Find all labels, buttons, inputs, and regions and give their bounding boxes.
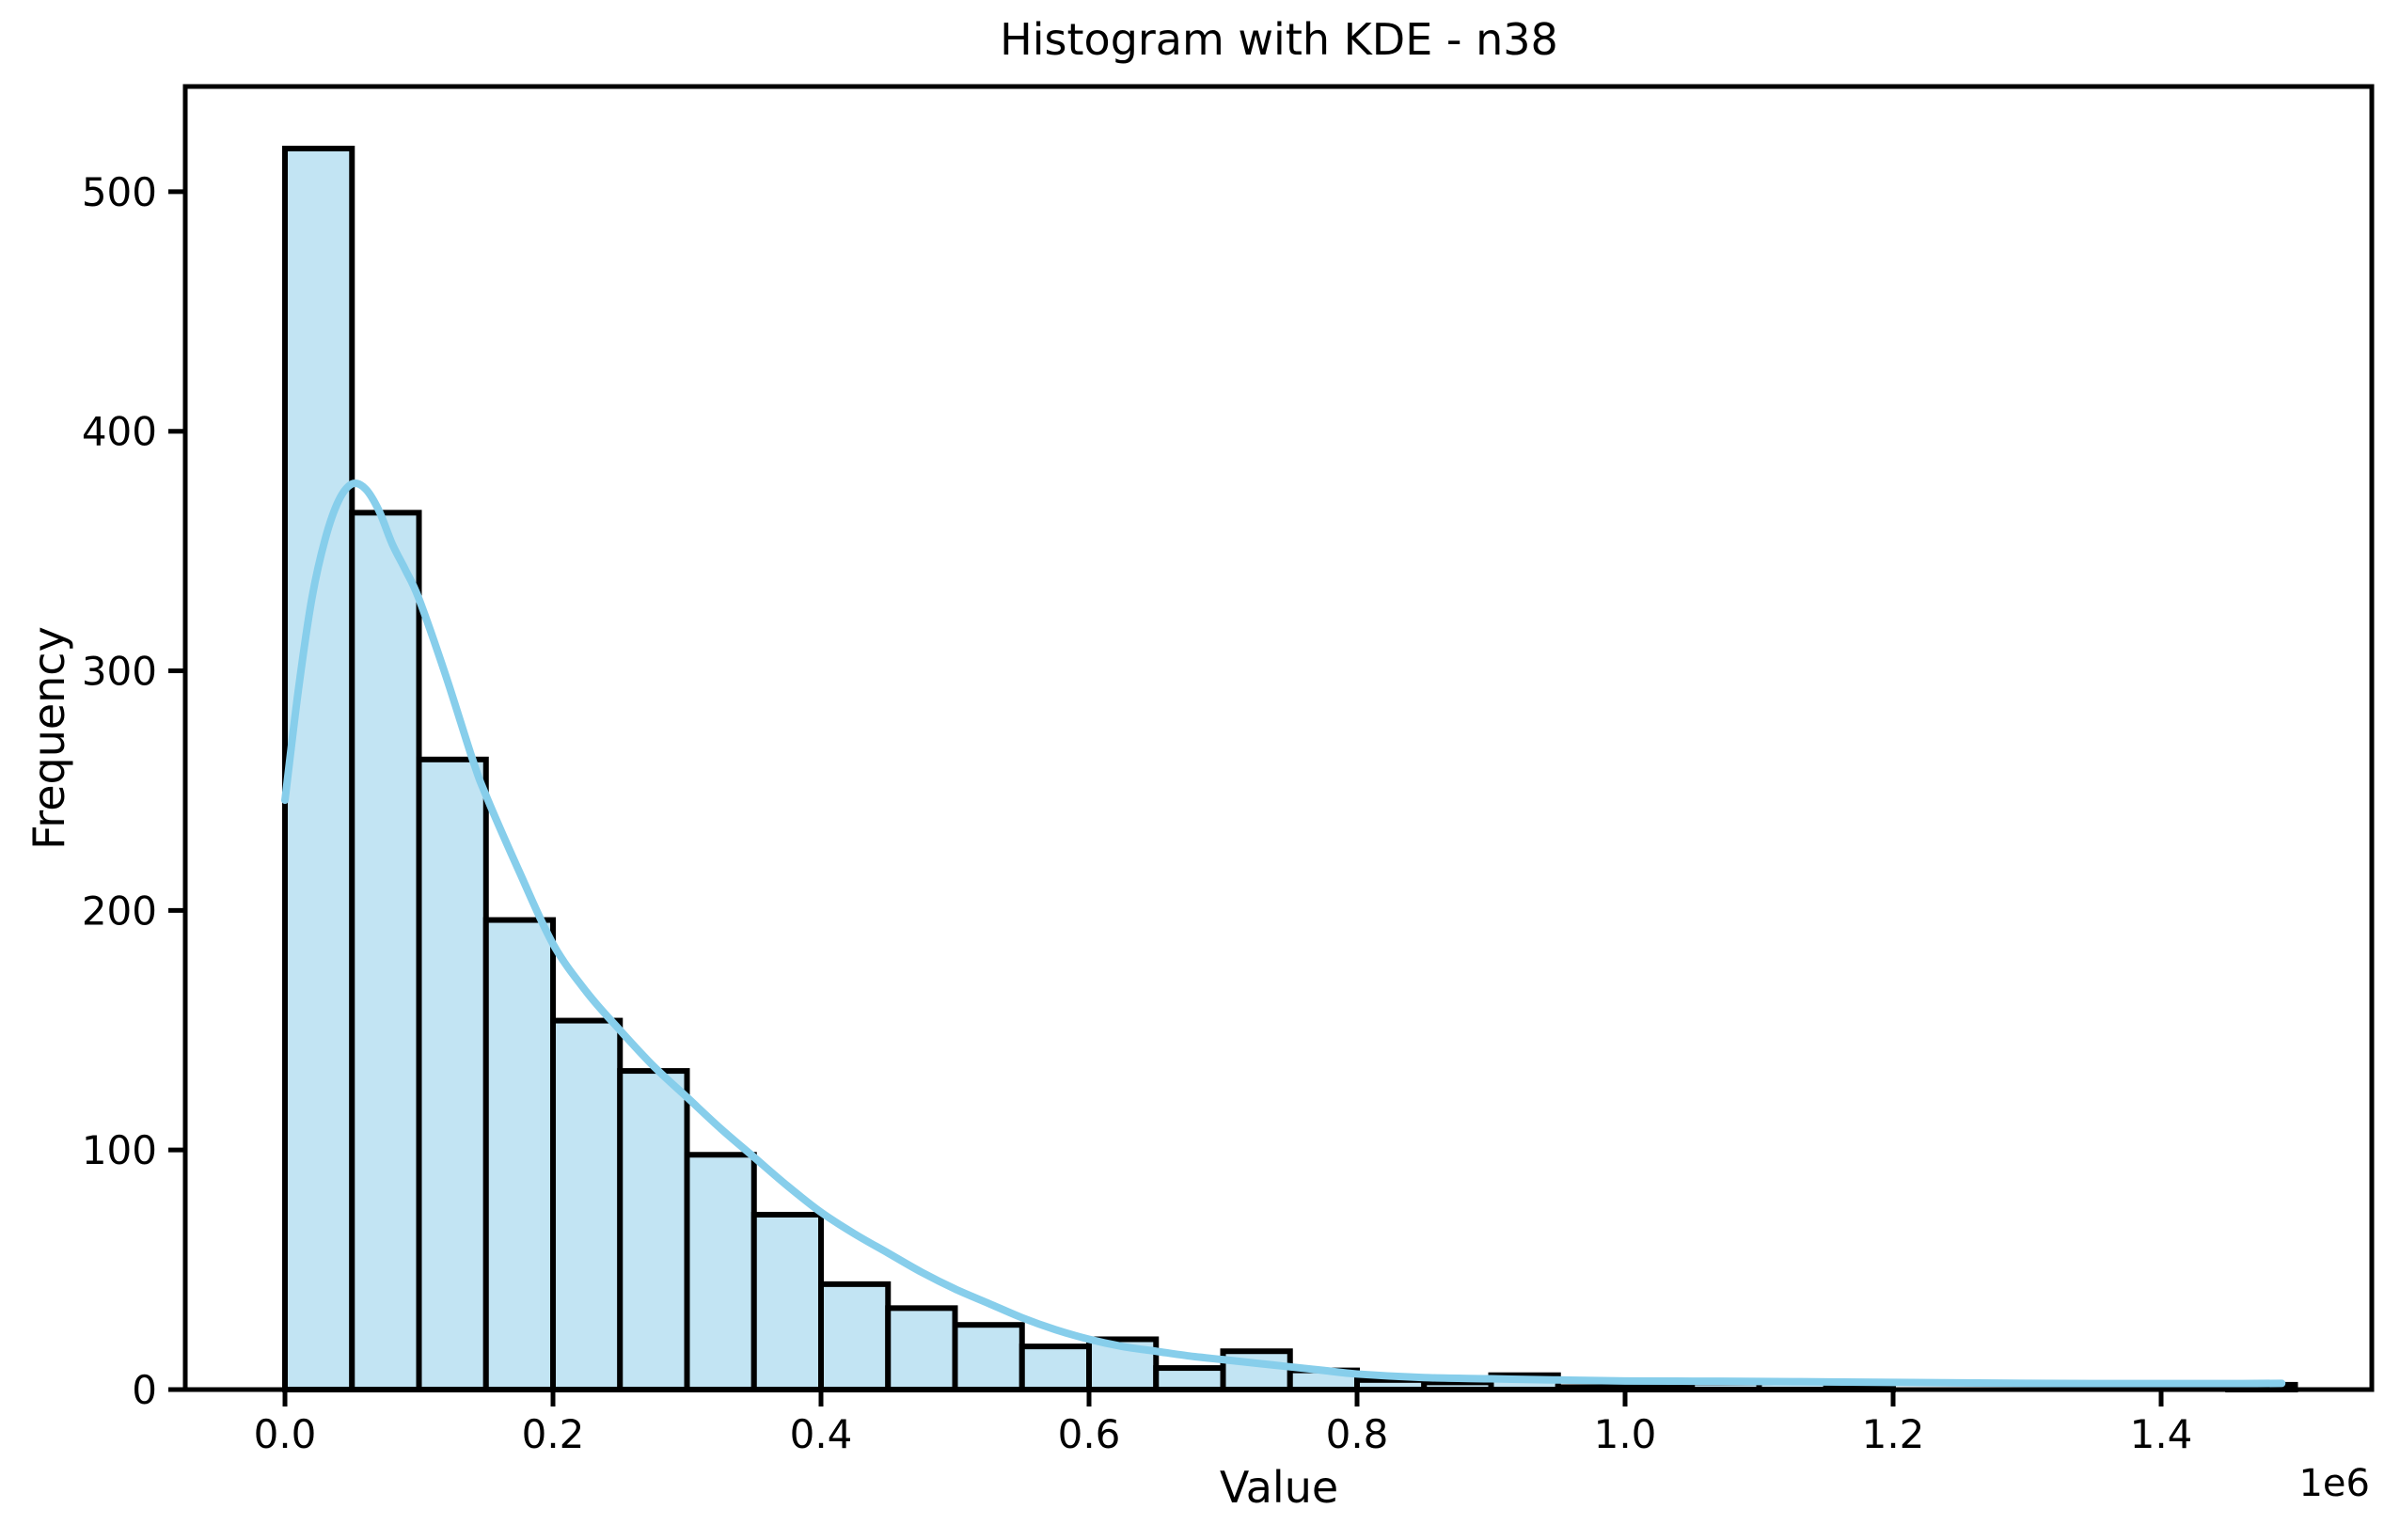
histogram-bar — [750, 1211, 825, 1392]
y-tick-label: 300 — [82, 649, 157, 695]
y-tick-label: 400 — [82, 409, 157, 455]
y-axis-label: Frequency — [24, 626, 74, 850]
y-tick-label: 100 — [82, 1127, 157, 1173]
y-tick-label: 200 — [82, 888, 157, 934]
histogram-bar — [885, 1305, 958, 1393]
histogram-bar — [617, 1068, 690, 1392]
x-tick-label: 1.4 — [2130, 1411, 2193, 1457]
y-tick-label: 0 — [132, 1367, 157, 1413]
histogram-bar — [482, 917, 557, 1392]
kde-curve — [281, 479, 2286, 1388]
histogram-bar — [684, 1152, 757, 1392]
histogram-bar — [550, 1017, 624, 1393]
axes-spines — [182, 84, 2375, 1392]
histogram-bar — [818, 1281, 892, 1393]
histogram-bar — [349, 510, 422, 1392]
x-tick-label: 0.6 — [1058, 1411, 1121, 1457]
histogram-bar — [952, 1322, 1025, 1392]
histogram-bar — [1153, 1365, 1226, 1393]
histogram-bar — [282, 146, 355, 1392]
y-tick-label: 500 — [82, 169, 157, 215]
x-tick-label: 1.2 — [1862, 1411, 1925, 1457]
x-tick-label: 1.0 — [1594, 1411, 1657, 1457]
x-tick-label: 0.4 — [790, 1411, 853, 1457]
x-tick-label: 0.8 — [1326, 1411, 1389, 1457]
histogram-bar — [416, 756, 489, 1392]
x-tick-label: 0.2 — [522, 1411, 585, 1457]
histogram-bar — [1018, 1344, 1093, 1392]
chart-title: Histogram with KDE - n38 — [1000, 14, 1558, 65]
x-axis-label: Value — [1219, 1462, 1339, 1513]
x-tick-label: 0.0 — [254, 1411, 317, 1457]
x-axis-offset-label: 1e6 — [2298, 1462, 2370, 1505]
